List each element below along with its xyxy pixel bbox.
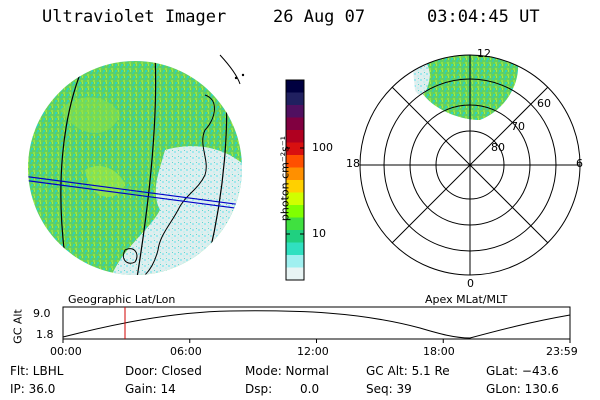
colorbar (285, 79, 305, 281)
date-readout: 26 Aug 07 (273, 7, 366, 27)
altitude-xtick: 23:59 (546, 345, 578, 358)
info-gc-alt: GC Alt: 5.1 Re (366, 364, 450, 378)
info-flt: Flt: LBHL (10, 364, 64, 378)
colorbar-band (286, 242, 304, 256)
colorbar-band (286, 80, 304, 93)
colorbar-band (286, 105, 304, 118)
info-gain: Gain: 14 (125, 382, 176, 396)
info-glon: GLon: 130.6 (486, 382, 559, 396)
colorbar-band (286, 155, 304, 168)
colorbar-band (286, 255, 304, 268)
lat-label-60: 60 (537, 97, 551, 110)
colorbar-band (286, 217, 304, 231)
colorbar-band (286, 192, 304, 206)
colorbar-band (286, 130, 304, 143)
altitude-xtick: 06:00 (170, 345, 202, 358)
time-readout: 03:04:45 UT (427, 7, 540, 27)
mlt-label-6: 6 (576, 157, 583, 170)
lat-label-80: 80 (491, 141, 505, 154)
polar-plot (359, 54, 581, 276)
colorbar-band (286, 117, 304, 131)
colorbar-unit-label: photon cm⁻²s⁻¹ (278, 135, 292, 222)
info-ip: IP: 36.0 (10, 382, 56, 396)
info-glat: GLat: −43.6 (486, 364, 559, 378)
colorbar-band (286, 180, 304, 193)
info-mode: Mode: Normal (245, 364, 329, 378)
colorbar-band (286, 205, 304, 218)
altitude-xtick: 00:00 (50, 345, 82, 358)
info-dsp-value: 0.0 (300, 382, 320, 396)
geographic-label: Geographic Lat/Lon (68, 293, 176, 306)
altitude-plot (62, 306, 571, 343)
colorbar-band (286, 167, 304, 181)
colorbar-band (286, 267, 304, 281)
altitude-ylabel: GC Alt (11, 309, 25, 344)
altitude-xtick: 18:00 (423, 345, 455, 358)
colorbar-band (286, 142, 304, 156)
mlt-label-0: 0 (467, 277, 474, 290)
altitude-ytick-low: 1.8 (36, 328, 54, 341)
colorbar-tick-100: 100 (312, 141, 333, 154)
info-dsp-label: Dsp: (245, 382, 273, 396)
lat-label-70: 70 (511, 120, 525, 133)
colorbar-tick-10: 10 (312, 227, 326, 240)
altitude-xtick: 12:00 (297, 345, 329, 358)
geographic-image (28, 54, 245, 275)
mlt-label-12: 12 (477, 47, 491, 60)
apex-label: Apex MLat/MLT (425, 293, 508, 306)
altitude-ytick-high: 9.0 (33, 307, 51, 320)
info-door: Door: Closed (125, 364, 202, 378)
app-title: Ultraviolet Imager (42, 7, 227, 27)
colorbar-band (286, 230, 304, 243)
info-seq: Seq: 39 (366, 382, 412, 396)
colorbar-band (286, 92, 304, 106)
mlt-label-18: 18 (346, 157, 360, 170)
